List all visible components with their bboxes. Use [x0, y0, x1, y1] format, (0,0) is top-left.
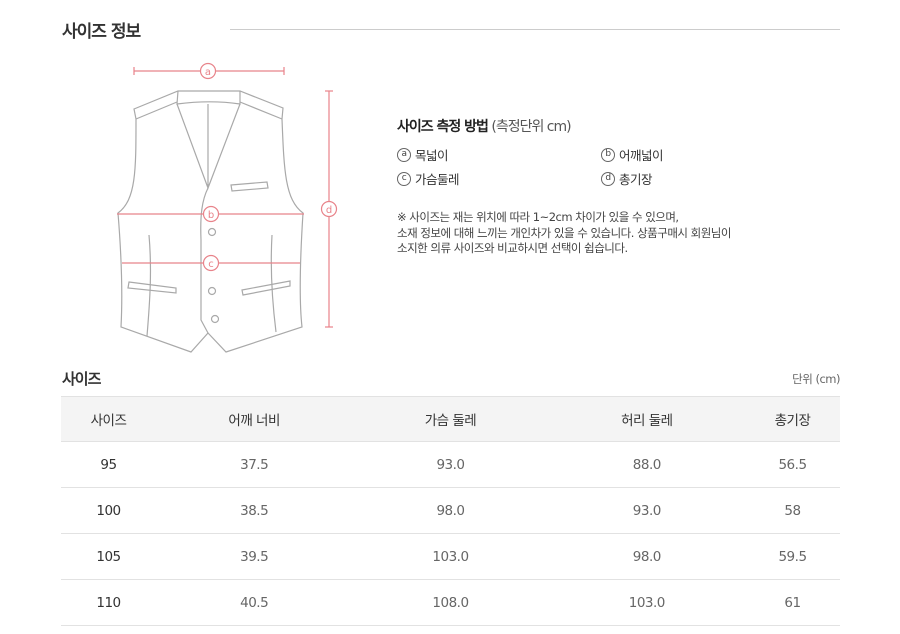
text: 58 — [745, 487, 840, 534]
label-c: c — [208, 259, 214, 270]
text: c — [397, 171, 411, 186]
text: 56.5 — [745, 441, 840, 488]
col-waist: 허리 둘레 — [548, 396, 745, 442]
method-item-c: c 가슴둘레 — [397, 169, 460, 188]
text: 소재 정보에 대해 느끼는 개인차가 있을 수 있습니다. 상품구매시 회원님이 — [397, 225, 731, 240]
size-table-title: 사이즈 — [62, 370, 101, 388]
text: 59.5 — [745, 533, 840, 580]
text: (측정단위 cm) — [491, 119, 571, 135]
table-row: 95 37.5 93.0 88.0 56.5 — [61, 441, 840, 488]
method-item-b: b 어깨넓이 — [601, 145, 664, 164]
text: 100 — [61, 487, 156, 534]
text: 93.0 — [352, 441, 549, 488]
text: 어깨넓이 — [619, 148, 664, 163]
method-item-a: a 목넓이 — [397, 145, 449, 164]
divider — [230, 29, 840, 30]
text: 88.0 — [548, 441, 745, 488]
text: 95 — [61, 441, 156, 488]
text: d — [601, 171, 615, 186]
text: 39.5 — [156, 533, 353, 580]
text: 110 — [61, 579, 156, 626]
col-size: 사이즈 — [61, 396, 156, 442]
table-header: 사이즈 어깨 너비 가슴 둘레 허리 둘레 총기장 — [61, 396, 840, 442]
text: 38.5 — [156, 487, 353, 534]
text: 103.0 — [548, 579, 745, 626]
text: b — [601, 147, 615, 162]
text: a — [397, 147, 411, 162]
table-row: 100 38.5 98.0 93.0 58 — [61, 487, 840, 534]
text: 목넓이 — [415, 148, 449, 163]
text: 98.0 — [548, 533, 745, 580]
col-shoulder: 어깨 너비 — [156, 396, 353, 442]
label-b: b — [208, 210, 214, 221]
text: 98.0 — [352, 487, 549, 534]
label-d: d — [326, 205, 332, 216]
size-note: ※ 사이즈는 재는 위치에 따라 1~2cm 차이가 있을 수 있으며, 소재 … — [397, 210, 817, 257]
method-item-d: d 총기장 — [601, 169, 653, 188]
text: 총기장 — [619, 172, 653, 187]
text: 사이즈 측정 방법 — [397, 119, 489, 135]
page-title: 사이즈 정보 — [62, 22, 141, 42]
text: 가슴둘레 — [415, 172, 460, 187]
col-chest: 가슴 둘레 — [352, 396, 549, 442]
label-a: a — [205, 67, 211, 78]
vest-outline — [117, 90, 304, 353]
text: 103.0 — [352, 533, 549, 580]
text: ※ 사이즈는 재는 위치에 따라 1~2cm 차이가 있을 수 있으며, — [397, 210, 679, 224]
vest-diagram: a b c d — [117, 62, 338, 353]
size-table: 사이즈 어깨 너비 가슴 둘레 허리 둘레 총기장 95 37.5 93.0 88.0… — [61, 396, 840, 626]
text: 40.5 — [156, 579, 353, 626]
measurement-method-title: 사이즈 측정 방법 (측정단위 cm) — [397, 116, 572, 136]
text: 61 — [745, 579, 840, 626]
size-table-unit: 단위 (cm) — [792, 372, 840, 386]
table-row: 105 39.5 103.0 98.0 59.5 — [61, 533, 840, 580]
measurement-lines — [117, 62, 338, 328]
text: 37.5 — [156, 441, 353, 488]
col-length: 총기장 — [745, 396, 840, 442]
table-row: 110 40.5 108.0 103.0 61 — [61, 579, 840, 626]
text: 소지한 의류 사이즈와 비교하시면 선택이 쉽습니다. — [397, 241, 628, 255]
text: 108.0 — [352, 579, 549, 626]
text: 93.0 — [548, 487, 745, 534]
text: 105 — [61, 533, 156, 580]
